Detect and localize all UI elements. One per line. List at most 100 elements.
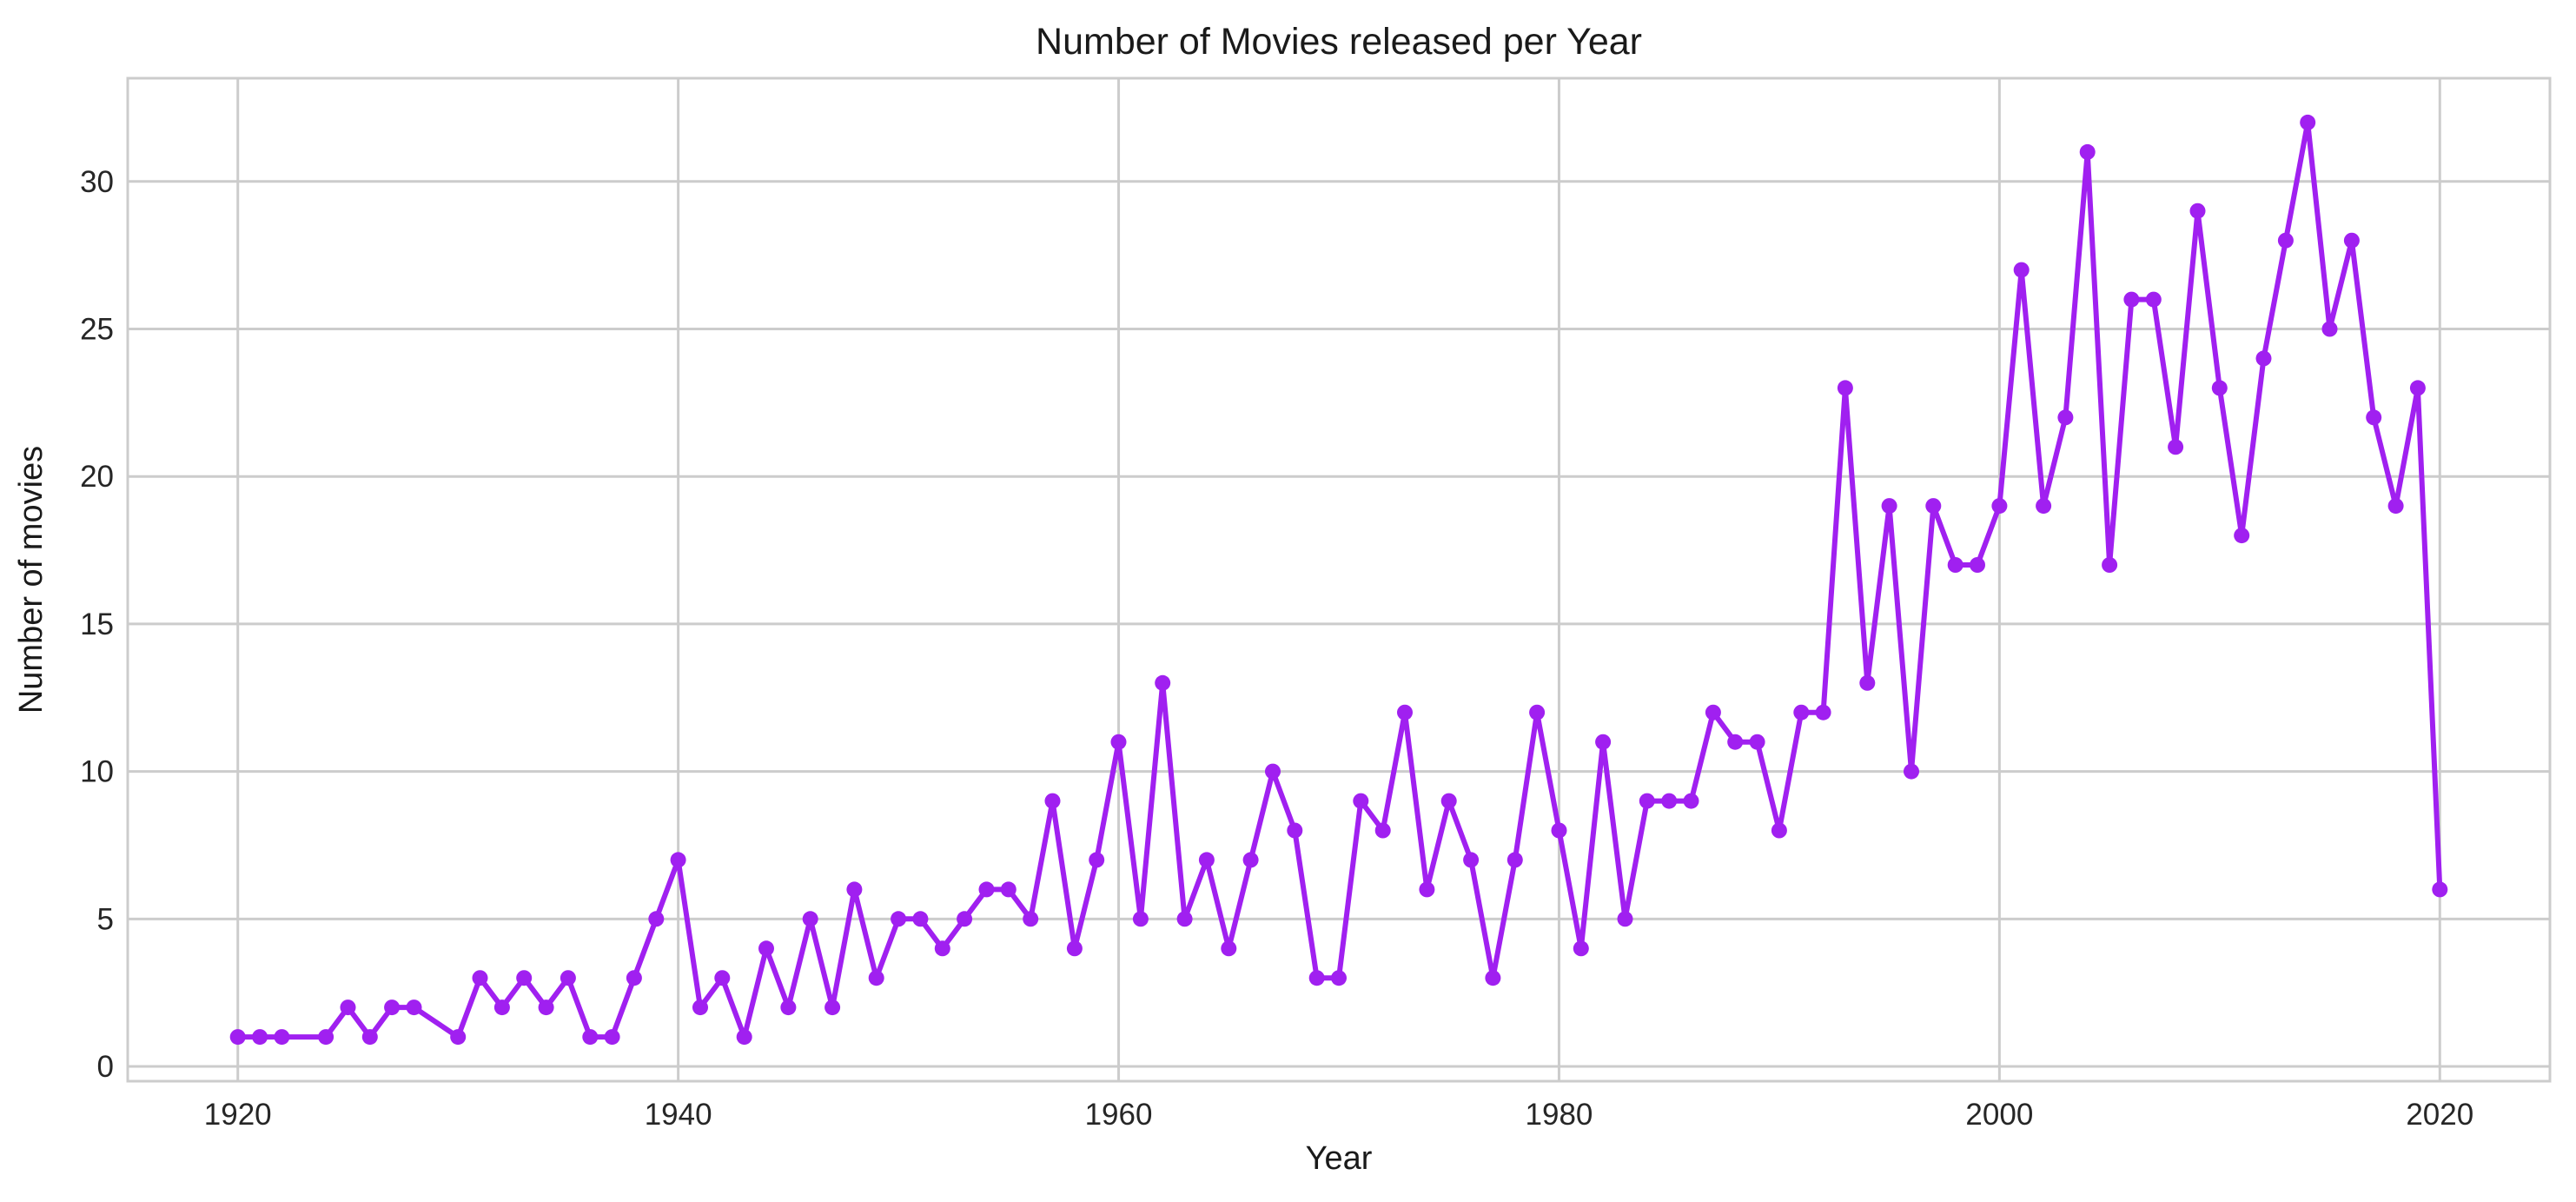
data-point [736, 1029, 752, 1046]
plot-frame [126, 76, 2552, 1083]
data-point [2321, 321, 2338, 337]
data-point [978, 881, 995, 898]
data-point [1308, 970, 1325, 986]
data-point [824, 999, 841, 1016]
data-point [1727, 734, 1744, 750]
data-point [1110, 734, 1127, 750]
data-point [274, 1029, 290, 1046]
y-tick-label: 0 [97, 1050, 114, 1084]
data-point [1353, 793, 1369, 809]
data-point [493, 999, 510, 1016]
data-point [1683, 793, 1699, 809]
data-point [582, 1029, 599, 1046]
data-point [2168, 439, 2184, 455]
data-point [1705, 704, 1721, 721]
data-point [229, 1029, 246, 1046]
data-point [1617, 911, 1633, 927]
data-point [1089, 852, 1105, 868]
data-point [2234, 528, 2250, 544]
data-point [2255, 350, 2272, 367]
data-point [846, 881, 863, 898]
data-point [1859, 674, 1876, 691]
data-point [538, 999, 554, 1016]
data-point [1529, 704, 1546, 721]
data-point [1815, 704, 1831, 721]
tick-labels: 1920 1940 1960 1980 2000 2020 0 5 10 15 20 25 30 [80, 165, 2473, 1132]
data-point [1155, 674, 1171, 691]
data-point [2211, 380, 2228, 396]
data-point [2300, 114, 2316, 130]
data-point [780, 999, 797, 1016]
data-point [1023, 911, 1039, 927]
data-point [2366, 409, 2382, 426]
data-point [1771, 822, 1787, 839]
data-point [1904, 763, 1919, 780]
data-point [1573, 940, 1589, 957]
data-point [670, 852, 686, 868]
data-point [1749, 734, 1765, 750]
data-point [2409, 380, 2426, 396]
data-point [560, 970, 576, 986]
data-point [2057, 409, 2074, 426]
data-point [1837, 380, 1853, 396]
data-point [1242, 852, 1259, 868]
y-tick-label: 10 [80, 755, 114, 789]
data-point [1551, 822, 1567, 839]
y-axis-label: Number of movies [13, 446, 50, 714]
data-point [868, 970, 884, 986]
data-point [1925, 498, 1942, 515]
data-point [1639, 793, 1655, 809]
data-point [604, 1029, 620, 1046]
x-tick-label: 1980 [1526, 1098, 1593, 1132]
data-point [2387, 498, 2404, 515]
data-point [1287, 822, 1303, 839]
data-point [1265, 763, 1281, 780]
data-point [1991, 498, 2008, 515]
data-point [1463, 852, 1480, 868]
data-point [2123, 291, 2140, 308]
data-point [516, 970, 533, 986]
data-point [361, 1029, 378, 1046]
data-point [2079, 143, 2096, 160]
data-point [1221, 940, 1237, 957]
data-point [1176, 911, 1193, 927]
data-point [1397, 704, 1413, 721]
data-point [758, 940, 774, 957]
data-point [340, 999, 356, 1016]
data-point [2102, 557, 2118, 573]
x-tick-label: 2000 [1965, 1098, 2033, 1132]
data-point [1440, 793, 1457, 809]
data-point [318, 1029, 334, 1046]
y-tick-label: 30 [80, 165, 114, 199]
x-tick-label: 2020 [2406, 1098, 2473, 1132]
data-point [2013, 262, 2030, 278]
data-point [2277, 232, 2294, 249]
data-point [692, 999, 708, 1016]
data-point [626, 970, 642, 986]
x-tick-label: 1960 [1085, 1098, 1153, 1132]
data-point [1970, 557, 1985, 573]
data-point [648, 911, 665, 927]
x-tick-label: 1940 [645, 1098, 712, 1132]
data-point [1066, 940, 1083, 957]
data-point [472, 970, 488, 986]
data-point [714, 970, 731, 986]
data-point [1132, 911, 1149, 927]
data-point [450, 1029, 467, 1046]
data-point [912, 911, 929, 927]
y-tick-label: 5 [97, 902, 114, 936]
data-point [2036, 498, 2052, 515]
y-tick-label: 25 [80, 313, 114, 347]
data-point [252, 1029, 268, 1046]
y-tick-label: 15 [80, 608, 114, 641]
data-point [1485, 970, 1501, 986]
data-point [406, 999, 422, 1016]
data-point [384, 999, 401, 1016]
data-point [2189, 203, 2206, 219]
data-point [1793, 704, 1810, 721]
data-point [957, 911, 973, 927]
data-point [891, 911, 907, 927]
data-series [229, 114, 2448, 1046]
